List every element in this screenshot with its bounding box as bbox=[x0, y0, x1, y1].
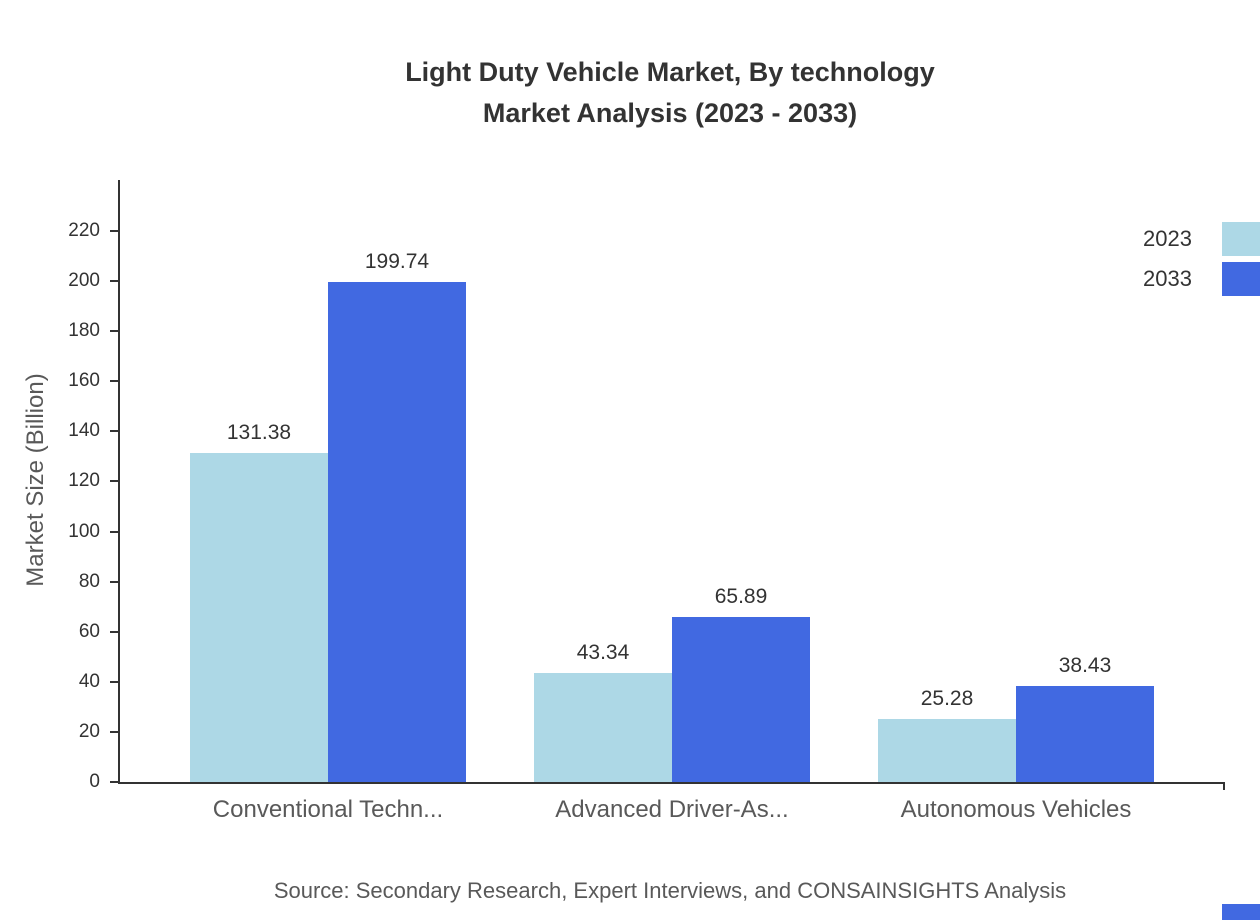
legend-label-2023: 2023 bbox=[1143, 226, 1192, 251]
chart-title-line2: Market Analysis (2023 - 2033) bbox=[482, 98, 858, 128]
bar-2033-category-2 bbox=[672, 616, 810, 782]
bar-2023-category-1 bbox=[190, 452, 328, 782]
bar-2023-category-3 bbox=[878, 718, 1016, 782]
chart-title-line1: Light Duty Vehicle Market, By technology bbox=[405, 57, 935, 87]
y-tick-label: 180 bbox=[68, 320, 100, 342]
value-label-2023-category-2: 43.34 bbox=[576, 641, 630, 665]
bar-2023-category-2 bbox=[534, 673, 672, 782]
value-label-2033-category-2: 65.89 bbox=[714, 584, 768, 608]
x-category-label: Advanced Driver-As... bbox=[555, 796, 789, 823]
plot-area: 0 20 40 60 80 100 120 140 160 180 200 220 131.38 199.… bbox=[68, 180, 1225, 823]
value-label-2033-category-3: 38.43 bbox=[1058, 653, 1112, 677]
bar-2033-category-1 bbox=[328, 281, 466, 782]
y-tick-label: 120 bbox=[68, 470, 100, 492]
y-tick-label: 160 bbox=[68, 370, 100, 392]
y-tick-label: 60 bbox=[78, 620, 100, 642]
y-tick-mark bbox=[110, 630, 120, 633]
value-label-2023-category-1: 131.38 bbox=[226, 420, 292, 444]
y-tick-mark bbox=[110, 680, 120, 683]
legend-swatch-2023 bbox=[1222, 222, 1260, 256]
y-tick-mark bbox=[110, 580, 120, 583]
y-tick-label: 140 bbox=[68, 420, 100, 442]
y-tick-label: 220 bbox=[68, 220, 100, 241]
y-tick-mark bbox=[110, 380, 120, 383]
y-tick-mark bbox=[110, 280, 120, 283]
y-tick-mark bbox=[110, 781, 120, 783]
y-tick-label: 100 bbox=[68, 520, 100, 542]
y-tick-label: 20 bbox=[78, 720, 100, 742]
y-tick-mark bbox=[110, 330, 120, 333]
y-tick-label: 40 bbox=[78, 670, 100, 692]
value-label-2023-category-3: 25.28 bbox=[920, 686, 974, 710]
legend-label-2033: 2033 bbox=[1143, 266, 1192, 291]
source-note: Source: Secondary Research, Expert Inter… bbox=[273, 878, 1067, 903]
x-category-label: Autonomous Vehicles bbox=[900, 796, 1132, 823]
y-tick-mark bbox=[110, 230, 120, 232]
y-tick-label: 200 bbox=[68, 270, 100, 292]
x-category-label: Conventional Techn... bbox=[212, 796, 444, 823]
value-label-2033-category-1: 199.74 bbox=[364, 249, 430, 273]
y-tick-mark bbox=[110, 530, 120, 533]
x-axis-end-tick bbox=[1223, 782, 1225, 790]
y-tick-label: 80 bbox=[78, 570, 100, 592]
corner-accent bbox=[1222, 904, 1260, 920]
bar-2033-category-3 bbox=[1016, 685, 1154, 782]
y-tick-label: 0 bbox=[89, 771, 100, 792]
legend-swatch-2033 bbox=[1222, 262, 1260, 296]
legend: 2023 2033 bbox=[1143, 222, 1260, 302]
y-tick-mark bbox=[110, 430, 120, 433]
y-tick-mark bbox=[110, 730, 120, 733]
legend-item-2023: 2023 bbox=[1143, 222, 1260, 256]
y-tick-mark bbox=[110, 480, 120, 483]
chart-title: Light Duty Vehicle Market, By technology… bbox=[80, 52, 1260, 134]
legend-item-2033: 2033 bbox=[1143, 262, 1260, 296]
